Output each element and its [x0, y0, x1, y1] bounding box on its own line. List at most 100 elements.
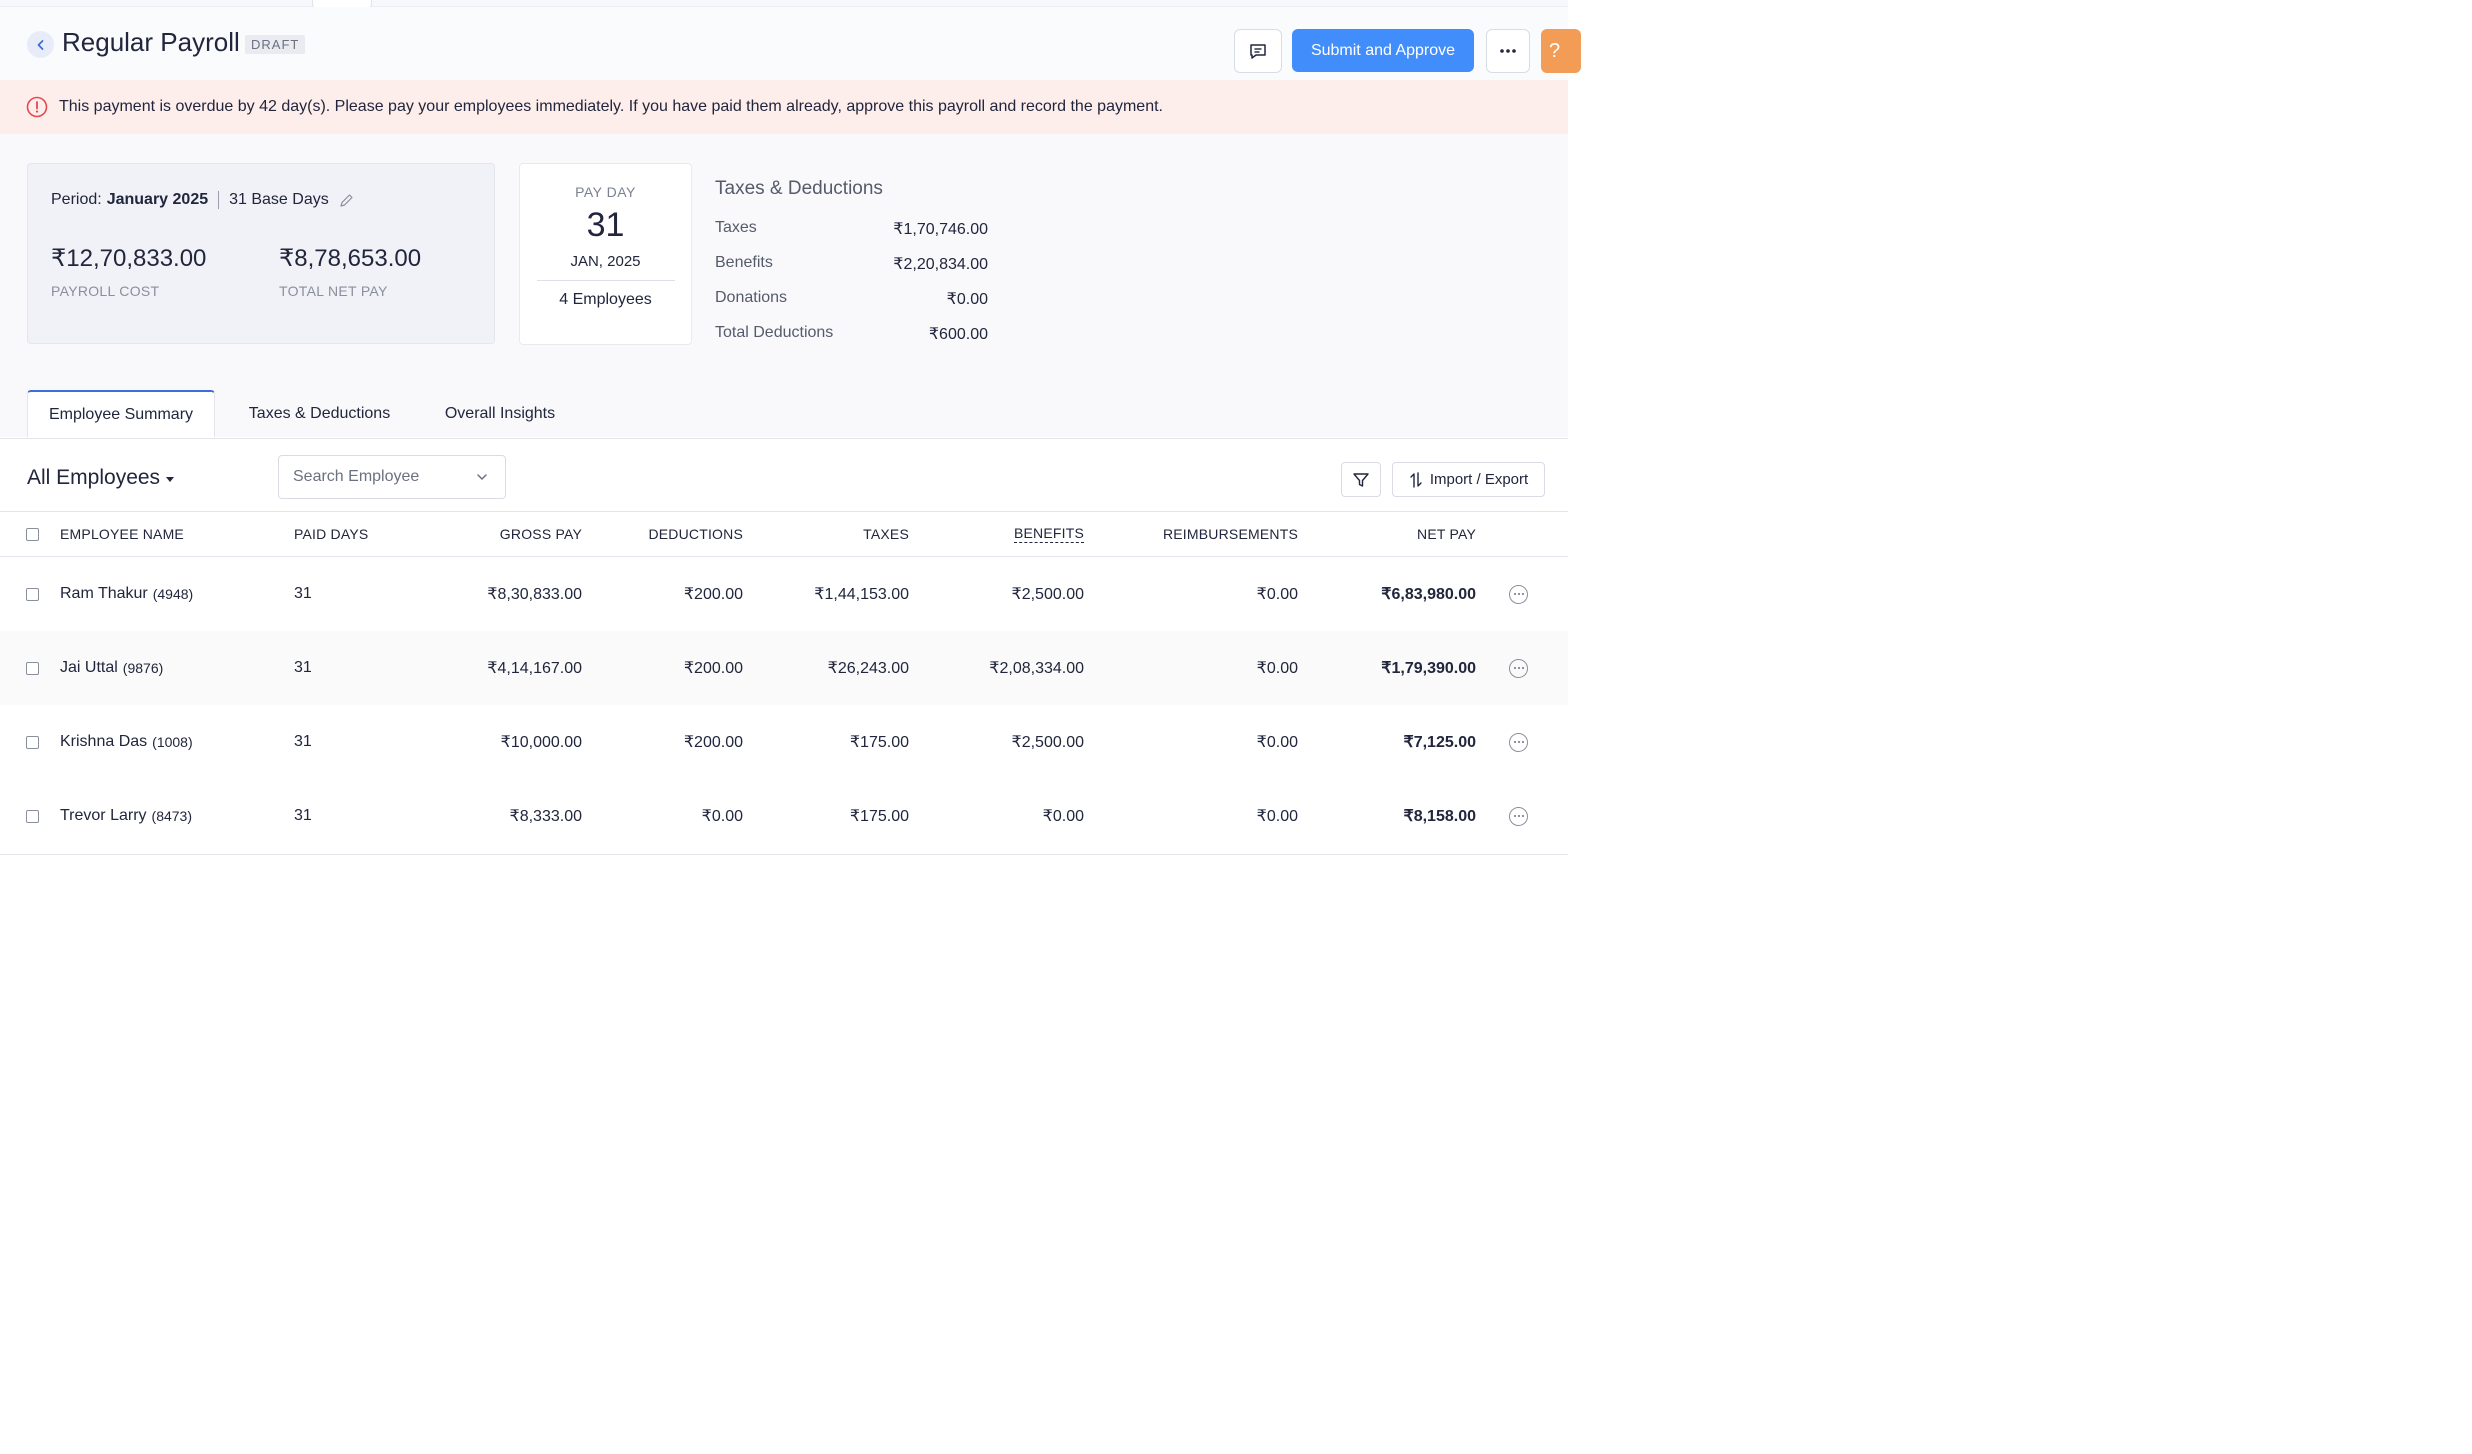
employee-name: Krishna Das — [60, 733, 148, 750]
payroll-cost-label: PAYROLL COST — [51, 283, 160, 299]
help-button[interactable]: ? — [1541, 29, 1581, 73]
employee-name: Ram Thakur — [60, 585, 148, 602]
taxes-cell: ₹1,44,153.00 — [814, 586, 909, 603]
table-row[interactable]: Jai Uttal (9876) 31 ₹4,14,167.00 ₹200.00 … — [0, 631, 1568, 705]
employee-name-cell[interactable]: Krishna Das (1008) — [60, 705, 193, 779]
deductions-cell: ₹200.00 — [683, 586, 743, 603]
employee-id: (9876) — [122, 660, 164, 676]
tax-row-donations: Donations ₹0.00 — [715, 289, 988, 309]
tax-row-benefits: Benefits ₹2,20,834.00 — [715, 254, 988, 274]
page-title: Regular Payroll — [62, 27, 240, 57]
net-pay-label: TOTAL NET PAY — [279, 283, 388, 299]
reimbursements-cell: ₹0.00 — [1256, 660, 1298, 677]
employee-name-cell[interactable]: Ram Thakur (4948) — [60, 557, 193, 631]
benefits-cell: ₹0.00 — [1042, 808, 1084, 825]
tax-row-label: Benefits — [715, 254, 773, 271]
col-taxes[interactable]: TAXES — [863, 526, 909, 542]
taxes-cell: ₹175.00 — [849, 734, 909, 751]
row-menu-cell — [1509, 557, 1528, 631]
deductions-cell: ₹200.00 — [683, 734, 743, 751]
employee-search[interactable]: Search Employee — [278, 455, 506, 499]
employee-name-cell[interactable]: Trevor Larry (8473) — [60, 779, 192, 853]
col-reimbursements[interactable]: REIMBURSEMENTS — [1162, 526, 1298, 542]
col-paid-days[interactable]: PAID DAYS — [294, 526, 369, 542]
deductions-cell: ₹0.00 — [701, 808, 743, 825]
import-export-button[interactable]: Import / Export — [1392, 462, 1545, 497]
employee-view-label: All Employees — [27, 466, 161, 489]
payday-card: PAY DAY 31 JAN, 2025 4 Employees — [519, 163, 692, 345]
tab-taxes-deductions[interactable]: Taxes & Deductions — [248, 404, 391, 422]
employee-id: (1008) — [152, 734, 193, 750]
benefits-cell: ₹2,500.00 — [1011, 734, 1084, 751]
import-export-icon — [1410, 471, 1422, 488]
gross-pay-cell: ₹8,333.00 — [509, 808, 582, 825]
comment-icon — [1250, 44, 1266, 59]
net-pay-cell: ₹8,158.00 — [1403, 808, 1476, 825]
col-gross-pay[interactable]: GROSS PAY — [499, 526, 582, 542]
filter-button[interactable] — [1341, 462, 1381, 497]
tax-row-value: ₹2,20,834.00 — [893, 256, 988, 273]
period-line: Period: January 2025 31 Base Days — [51, 191, 354, 209]
comments-button[interactable] — [1234, 29, 1282, 73]
top-strip — [0, 0, 1568, 7]
back-button[interactable] — [27, 31, 54, 58]
page-header: Regular Payroll DRAFT Submit and Approve… — [0, 7, 1581, 80]
col-employee-name[interactable]: EMPLOYEE NAME — [60, 526, 184, 542]
row-checkbox[interactable] — [26, 587, 39, 601]
search-placeholder: Search Employee — [293, 468, 420, 485]
tab-employee-summary[interactable]: Employee Summary — [27, 390, 215, 438]
row-checkbox[interactable] — [26, 809, 39, 823]
table-bottom-border — [0, 854, 1568, 855]
table-header: EMPLOYEE NAME PAID DAYS GROSS PAY DEDUCT… — [0, 511, 1568, 557]
employee-name-cell[interactable]: Jai Uttal (9876) — [60, 631, 163, 705]
row-checkbox[interactable] — [26, 661, 39, 675]
payroll-cost-amount: ₹12,70,833.00 — [51, 245, 207, 272]
period-value: January 2025 — [106, 191, 209, 208]
row-menu-icon[interactable] — [1509, 732, 1528, 752]
paid-days-cell: 31 — [294, 733, 312, 750]
status-badge: DRAFT — [245, 35, 306, 54]
alert-message: This payment is overdue by 42 day(s). Pl… — [59, 98, 1163, 115]
row-menu-icon[interactable] — [1509, 658, 1528, 678]
chevron-down-icon — [477, 474, 487, 480]
net-pay-cell: ₹1,79,390.00 — [1381, 660, 1476, 677]
back-arrow-icon — [37, 39, 43, 50]
submit-and-approve-button[interactable]: Submit and Approve — [1292, 29, 1474, 72]
import-export-label: Import / Export — [1429, 471, 1529, 488]
row-checkbox[interactable] — [26, 735, 39, 749]
benefits-cell: ₹2,08,334.00 — [989, 660, 1084, 677]
select-all-checkbox[interactable] — [26, 527, 39, 541]
tab-overall-insights[interactable]: Overall Insights — [444, 404, 556, 422]
row-menu-icon[interactable] — [1509, 806, 1528, 826]
col-net-pay[interactable]: NET PAY — [1417, 526, 1476, 542]
pencil-icon[interactable] — [339, 193, 354, 208]
tax-row-value: ₹0.00 — [946, 291, 988, 308]
overdue-alert: This payment is overdue by 42 day(s). Pl… — [0, 80, 1568, 134]
col-benefits-label: BENEFITS — [1013, 525, 1084, 543]
table-row[interactable]: Ram Thakur (4948) 31 ₹8,30,833.00 ₹200.00… — [0, 557, 1568, 631]
gross-pay-cell: ₹8,30,833.00 — [487, 586, 582, 603]
col-benefits[interactable]: BENEFITS — [930, 512, 1084, 556]
reimbursements-cell: ₹0.00 — [1256, 808, 1298, 825]
row-checkbox-cell — [26, 705, 39, 779]
net-pay-cell: ₹6,83,980.00 — [1381, 586, 1476, 603]
gross-pay-cell: ₹10,000.00 — [500, 734, 582, 751]
row-checkbox-cell — [26, 631, 39, 705]
col-deductions[interactable]: DEDUCTIONS — [648, 526, 743, 542]
employee-name: Jai Uttal — [60, 659, 118, 676]
more-options-button[interactable] — [1486, 29, 1530, 73]
deductions-cell: ₹200.00 — [683, 660, 743, 677]
table-row[interactable]: Krishna Das (1008) 31 ₹10,000.00 ₹200.00 … — [0, 705, 1568, 779]
row-menu-cell — [1509, 779, 1528, 853]
payday-employees: 4 Employees — [559, 291, 652, 308]
employee-view-selector[interactable]: All Employees — [27, 466, 175, 490]
row-menu-icon[interactable] — [1509, 584, 1528, 604]
employee-name: Trevor Larry — [60, 807, 147, 824]
tax-row-taxes: Taxes ₹1,70,746.00 — [715, 219, 988, 239]
taxes-cell: ₹175.00 — [849, 808, 909, 825]
net-pay-stat: ₹8,78,653.00 TOTAL NET PAY — [279, 244, 421, 299]
gross-pay-cell: ₹4,14,167.00 — [487, 660, 582, 677]
table-row[interactable]: Trevor Larry (8473) 31 ₹8,333.00 ₹0.00 ₹1… — [0, 779, 1568, 853]
tax-row-value: ₹1,70,746.00 — [893, 221, 988, 238]
tax-row-value: ₹600.00 — [928, 326, 988, 343]
